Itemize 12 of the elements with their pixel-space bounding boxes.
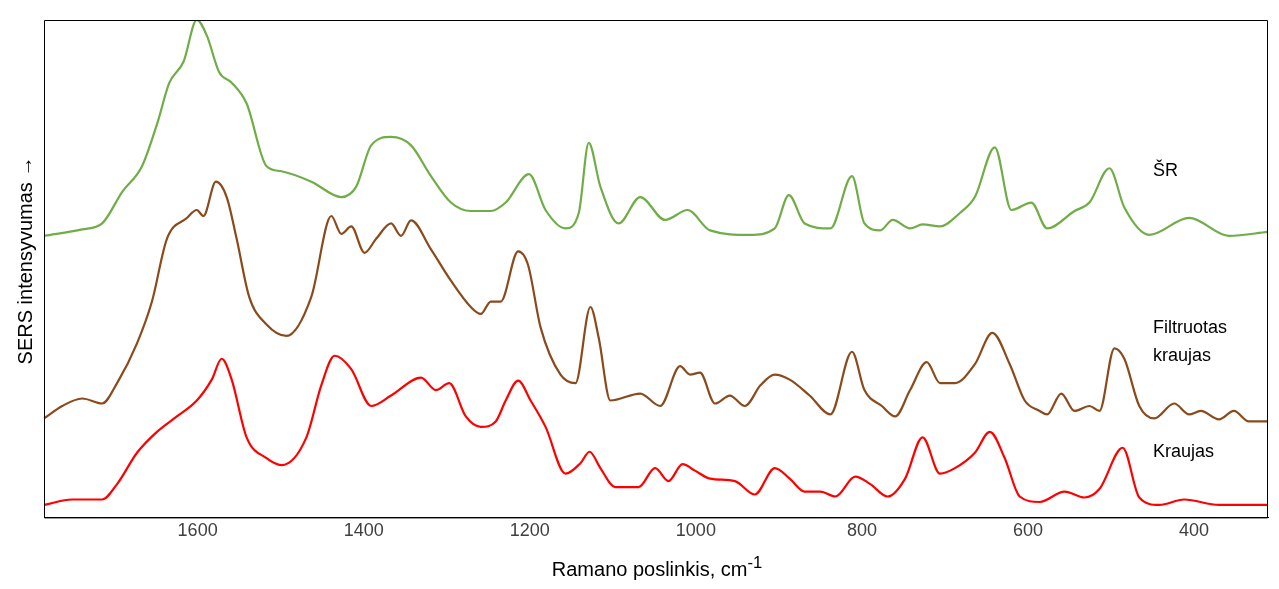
x-axis-title: Ramano poslinkis, cm$^{-1}$ bbox=[550, 553, 764, 581]
x-tick-label: 400 bbox=[1179, 520, 1210, 541]
series-label: Filtruotas kraujas bbox=[1153, 317, 1228, 366]
x-tick-label: 800 bbox=[846, 520, 877, 541]
x-tick-label: 1200 bbox=[509, 520, 550, 541]
x-tick-label: 1400 bbox=[343, 520, 384, 541]
x-tick-label: 1000 bbox=[675, 520, 716, 541]
y-axis-title: SERS intensyvumas → bbox=[14, 156, 38, 365]
x-tick-label: 1600 bbox=[177, 520, 218, 541]
series-label: Kraujas bbox=[1153, 441, 1215, 462]
x-tick-label: 600 bbox=[1012, 520, 1044, 541]
series-label: ŠR bbox=[1153, 158, 1179, 180]
